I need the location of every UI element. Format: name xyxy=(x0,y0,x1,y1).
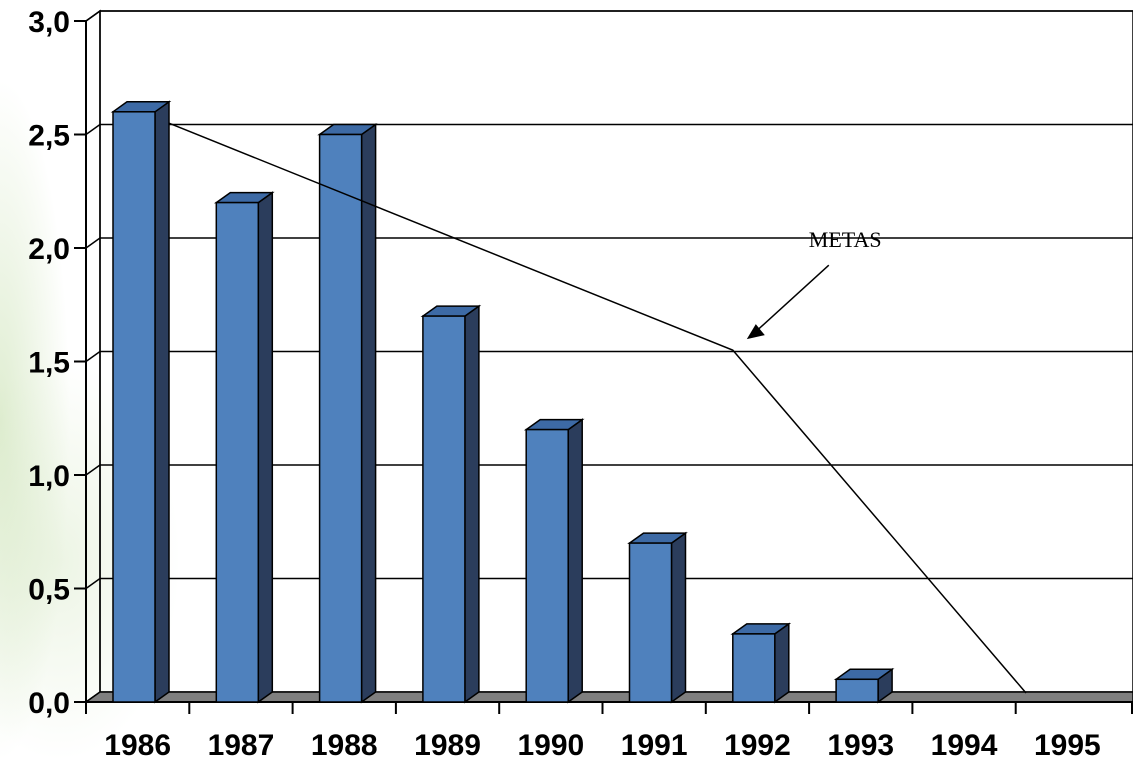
y-tick-label: 1,0 xyxy=(28,460,70,493)
bar-front xyxy=(525,428,569,703)
bar-1993 xyxy=(833,667,895,704)
gridline-side-5 xyxy=(85,123,101,136)
bar-1987 xyxy=(213,191,275,704)
gridline-side-6 xyxy=(85,10,101,22)
y-tick-label: 2,0 xyxy=(28,233,70,266)
bar-side xyxy=(154,100,170,704)
bar-side xyxy=(774,622,790,704)
bar-front xyxy=(732,633,776,703)
gridline-side-4 xyxy=(85,237,101,249)
annotations: METAS xyxy=(746,227,882,340)
bar-side xyxy=(567,418,583,704)
gridline-side-1 xyxy=(85,577,101,590)
y-tick-label: 2,5 xyxy=(28,120,70,153)
y-tick-label: 0,5 xyxy=(28,574,70,607)
bar-side xyxy=(670,531,687,704)
bar-side xyxy=(257,191,274,704)
x-tick-label: 1986 xyxy=(104,729,171,762)
x-tick-label: 1987 xyxy=(208,729,275,762)
bars xyxy=(110,100,895,704)
x-tick-label: 1993 xyxy=(827,729,894,762)
bar-front xyxy=(628,542,673,703)
bar-front xyxy=(422,315,466,703)
gridline-side-2 xyxy=(85,464,101,476)
target-line xyxy=(168,122,1027,694)
x-tick-label: 1991 xyxy=(621,729,688,762)
y-tick-label: 1,5 xyxy=(28,347,70,380)
gridline-side-3 xyxy=(85,350,101,363)
bar-1992 xyxy=(730,622,792,704)
bar-front xyxy=(835,678,879,703)
y-tick-label: 3,0 xyxy=(28,6,70,39)
annotation-0: METAS xyxy=(746,227,882,340)
y-tick-label: 0,0 xyxy=(28,687,70,720)
x-tick-label: 1990 xyxy=(517,729,584,762)
tick-labels: 0,0 0,5 1,0 1,5 2,0 2,5 3,0 1986 1987 1988 1989 199… xyxy=(28,6,1100,762)
bar-side xyxy=(464,304,480,704)
bar-1990 xyxy=(523,418,585,704)
bar-front xyxy=(215,201,260,703)
x-tick-label: 1994 xyxy=(931,729,998,762)
bar-front xyxy=(112,111,156,703)
annotation-arrowhead xyxy=(746,324,765,340)
x-tick-label: 1992 xyxy=(724,729,791,762)
bar-1989 xyxy=(420,304,482,704)
x-tick-label: 1995 xyxy=(1034,729,1101,762)
annotation-arrow-shaft xyxy=(750,264,830,337)
bar-1986 xyxy=(110,100,172,704)
bar-front xyxy=(318,133,363,703)
x-tick-label: 1988 xyxy=(311,729,378,762)
target-line-group xyxy=(168,122,1027,694)
x-tick-label: 1989 xyxy=(414,729,481,762)
axes xyxy=(74,20,1133,714)
bar-side xyxy=(360,123,377,704)
annotation-label: METAS xyxy=(809,227,882,252)
bar-1988 xyxy=(317,123,378,704)
bar-1991 xyxy=(627,531,688,704)
